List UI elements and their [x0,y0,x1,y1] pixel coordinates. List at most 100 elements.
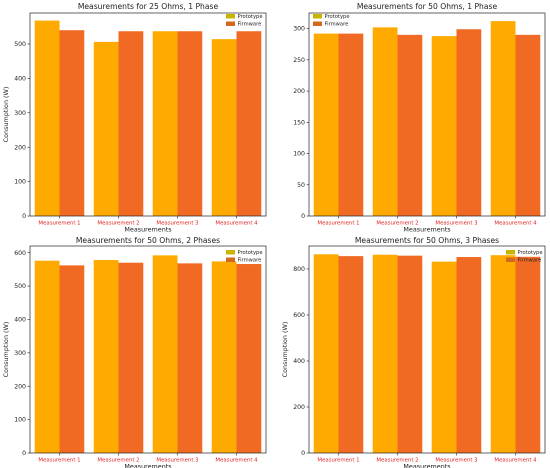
y-tick-label: 250 [293,57,305,64]
y-tick-label: 300 [14,350,26,357]
bar-prototype-2 [372,27,398,217]
y-tick-label: 500 [14,283,26,290]
x-tick-label: Measurement 1 [317,221,359,227]
y-tick-label: 400 [14,75,26,82]
legend-label-firmware: Firmware [238,258,262,264]
y-tick-label: 500 [14,41,26,48]
legend-label-firmware: Firmware [325,22,349,28]
y-tick-label: 100 [293,151,305,158]
y-tick-label: 200 [293,404,305,411]
chart-title: Measurements for 25 Ohms, 1 Phase [78,2,219,11]
y-axis-label: Consumption (W) [2,87,10,143]
x-tick-label: Measurement 2 [376,221,418,227]
bar-firmware-4 [236,264,262,453]
legend: Prototype Firmware [506,250,543,264]
x-axis-label: Measurements [124,226,172,234]
legend-label-prototype: Prototype [238,14,263,20]
chart-panel-2: Measurements for 50 Ohms, 1 Phase Measure… [293,2,546,234]
legend-swatch-firmware [226,257,235,262]
bar-firmware-4 [236,31,262,216]
bar-firmware-3 [177,263,203,453]
y-tick-label: 300 [293,26,305,33]
x-tick-label: Measurement 4 [215,458,258,464]
bar-prototype-1 [34,20,60,217]
x-tick-label: Measurement 3 [435,221,477,227]
legend-label-firmware: Firmware [238,22,262,28]
y-tick-label: 0 [301,450,305,457]
bar-prototype-3 [431,36,457,217]
x-tick-label: Measurement 2 [97,221,139,227]
chart-panel-1: Measurements for 25 Ohms, 1 Phase Measure… [2,2,267,234]
chart-title: Measurements for 50 Ohms, 1 Phase [357,2,498,11]
plot-frame [308,12,546,217]
bar-firmware-3 [177,31,203,216]
plot-frame [29,12,267,217]
legend-swatch-firmware [506,257,515,262]
y-tick-label: 0 [301,213,305,220]
bar-prototype-3 [152,255,178,453]
legend-label-prototype: Prototype [325,14,350,20]
bar-firmware-3 [456,29,482,216]
bar-firmware-2 [118,31,144,216]
chart-panel-4: Measurements for 50 Ohms, 3 Phases Measur… [281,236,546,468]
bar-prototype-4 [211,261,237,453]
bar-prototype-3 [152,31,178,216]
bar-firmware-3 [456,257,482,453]
legend-swatch-prototype [506,250,515,255]
bar-firmware-2 [397,34,423,216]
x-tick-label: Measurement 1 [317,458,359,464]
y-tick-label: 800 [293,266,305,273]
bar-prototype-2 [93,260,119,453]
x-tick-label: Measurement 3 [156,221,198,227]
x-tick-label: Measurement 2 [376,458,418,464]
x-tick-label: Measurement 4 [494,221,537,227]
legend-swatch-firmware [226,21,235,26]
y-tick-label: 100 [14,179,26,186]
bar-firmware-1 [59,30,85,217]
y-tick-label: 50 [297,182,305,189]
x-axis-label: Measurements [403,226,451,234]
y-tick-label: 0 [22,213,26,220]
bar-prototype-1 [34,260,60,453]
legend-label-prototype: Prototype [518,250,543,256]
bar-firmware-1 [338,256,364,453]
y-tick-label: 200 [293,88,305,95]
x-tick-label: Measurement 3 [156,458,198,464]
plot-frame [29,245,267,454]
x-tick-label: Measurement 1 [38,221,80,227]
y-tick-label: 100 [14,417,26,424]
x-axis-label: Measurements [403,463,451,468]
y-tick-label: 0 [22,450,26,457]
chart-title: Measurements for 50 Ohms, 2 Phases [76,236,220,245]
bar-firmware-1 [59,265,85,453]
bar-prototype-4 [490,21,516,217]
bar-firmware-4 [515,34,541,216]
x-tick-label: Measurement 2 [97,458,139,464]
chart-title: Measurements for 50 Ohms, 3 Phases [355,236,499,245]
y-axis-label: Consumption (W) [281,322,289,378]
legend: Prototype Firmware [313,14,350,28]
bar-firmware-1 [338,33,364,217]
bar-prototype-2 [372,254,398,453]
bar-prototype-1 [313,33,339,217]
legend-swatch-firmware [313,21,322,26]
x-axis-label: Measurements [124,463,172,468]
y-tick-label: 400 [14,317,26,324]
bar-prototype-1 [313,254,339,453]
y-tick-label: 400 [293,358,305,365]
y-tick-label: 300 [14,110,26,117]
bar-firmware-4 [515,256,541,453]
bar-firmware-2 [118,262,144,453]
bar-prototype-4 [211,39,237,216]
legend-label-prototype: Prototype [238,250,263,256]
y-tick-label: 150 [293,119,305,126]
legend: Prototype Firmware [226,250,263,264]
x-tick-label: Measurement 4 [215,221,258,227]
y-tick-label: 600 [293,312,305,319]
bar-prototype-4 [490,255,516,453]
x-tick-label: Measurement 4 [494,458,537,464]
legend-label-firmware: Firmware [518,258,542,264]
bar-prototype-3 [431,261,457,453]
chart-panel-3: Measurements for 50 Ohms, 2 Phases Measur… [2,236,267,468]
